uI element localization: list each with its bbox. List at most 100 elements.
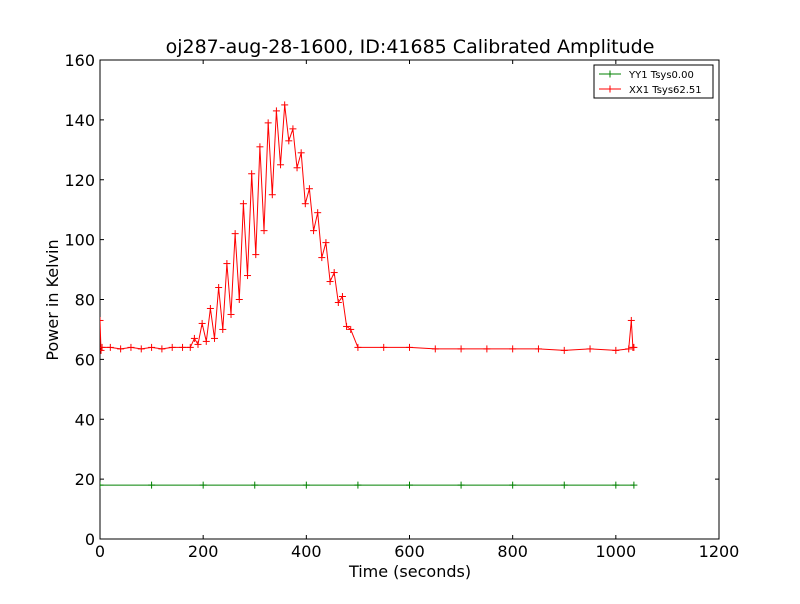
- x-tick-label: 200: [188, 542, 219, 561]
- data-point: [534, 345, 542, 353]
- data-point: [630, 481, 638, 489]
- x-axis-title: Time (seconds): [348, 562, 471, 581]
- data-point: [268, 191, 276, 199]
- data-point: [630, 343, 638, 351]
- data-point: [380, 343, 388, 351]
- data-point: [277, 161, 285, 169]
- data-point: [586, 345, 594, 353]
- data-point: [264, 119, 272, 127]
- data-point: [215, 284, 223, 292]
- data-point: [334, 298, 342, 306]
- data-point: [347, 325, 355, 333]
- data-point: [322, 239, 330, 247]
- data-point: [117, 345, 125, 353]
- data-point: [343, 322, 351, 330]
- data-point: [612, 346, 620, 354]
- data-point: [256, 143, 264, 151]
- data-point: [231, 230, 239, 238]
- data-point: [560, 481, 568, 489]
- chart-title: oj287-aug-28-1600, ID:41685 Calibrated A…: [166, 36, 655, 58]
- data-point: [100, 481, 104, 489]
- data-point: [305, 185, 313, 193]
- x-tick-label: 0: [95, 542, 105, 561]
- data-point: [457, 345, 465, 353]
- data-point: [483, 345, 491, 353]
- data-point: [100, 346, 105, 354]
- data-point: [272, 107, 280, 115]
- y-tick-label: 100: [64, 231, 95, 250]
- data-point: [625, 345, 633, 353]
- data-point: [406, 343, 413, 351]
- plot-frame: [99, 59, 720, 540]
- data-point: [100, 316, 104, 324]
- legend-box: [593, 64, 714, 99]
- data-point: [612, 481, 620, 489]
- series-layer: [100, 101, 638, 489]
- data-point: [509, 345, 517, 353]
- plot-area: 0 200 400 600 800 1000 1200 0 20 40 60 80 100 120 140 1…: [64, 51, 739, 561]
- x-tick-label: 1200: [699, 542, 740, 561]
- x-tick-label: 1000: [595, 542, 636, 561]
- data-point: [179, 343, 187, 351]
- data-point: [100, 343, 106, 351]
- data-point: [158, 345, 166, 353]
- data-point: [194, 340, 202, 348]
- data-point: [186, 343, 194, 351]
- data-point: [199, 481, 207, 489]
- data-point: [227, 310, 235, 318]
- data-point: [354, 481, 362, 489]
- data-point: [314, 209, 322, 217]
- data-point: [560, 346, 568, 354]
- data-point: [248, 170, 256, 178]
- y-tick-label: 40: [75, 410, 95, 429]
- data-point: [310, 227, 318, 235]
- data-point: [354, 343, 362, 351]
- data-point: [244, 272, 252, 280]
- y-tick-label: 120: [64, 171, 95, 190]
- data-point: [198, 319, 206, 327]
- y-tick-label: 80: [75, 291, 95, 310]
- data-point: [223, 260, 231, 268]
- data-point: [627, 316, 635, 324]
- data-point: [106, 343, 114, 351]
- x-tick-label: 800: [497, 542, 528, 561]
- data-point: [206, 304, 214, 312]
- data-point: [297, 149, 305, 157]
- data-point: [202, 337, 210, 345]
- y-tick-label: 20: [75, 470, 95, 489]
- y-tick-label: 160: [64, 51, 95, 70]
- data-point: [239, 200, 247, 208]
- data-point: [293, 164, 301, 172]
- data-point: [148, 481, 156, 489]
- data-point: [318, 254, 326, 262]
- data-point: [148, 343, 156, 351]
- legend-label: XX1 Tsys62.51: [629, 85, 702, 96]
- data-point: [137, 345, 145, 353]
- data-point: [338, 293, 346, 301]
- legend-label: YY1 Tsys0.00: [628, 70, 694, 81]
- data-point: [406, 481, 413, 489]
- y-tick-label: 140: [64, 111, 95, 130]
- data-point: [281, 101, 289, 109]
- data-point: [431, 345, 439, 353]
- data-point: [235, 296, 243, 303]
- data-point: [457, 481, 465, 489]
- data-point: [127, 343, 135, 351]
- data-point: [289, 125, 297, 133]
- x-tick-label: 600: [394, 542, 425, 561]
- data-point: [211, 334, 219, 342]
- data-point: [251, 481, 259, 489]
- y-axis-title: Power in Kelvin: [43, 239, 62, 360]
- data-point: [330, 269, 338, 277]
- data-point: [301, 200, 309, 208]
- data-point: [252, 251, 260, 259]
- x-tick-label: 400: [291, 542, 322, 561]
- data-point: [509, 481, 517, 489]
- data-point: [168, 343, 176, 351]
- y-tick-label: 0: [85, 530, 95, 549]
- y-tick-label: 60: [75, 350, 95, 369]
- legend: YY1 Tsys0.00 XX1 Tsys62.51: [593, 64, 714, 99]
- data-point: [285, 137, 293, 145]
- data-point: [326, 278, 334, 286]
